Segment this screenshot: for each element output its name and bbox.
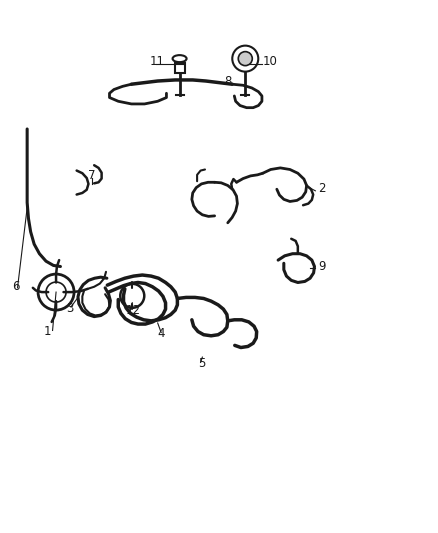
Text: 4: 4 bbox=[158, 327, 165, 340]
Text: 10: 10 bbox=[263, 55, 278, 68]
Text: 7: 7 bbox=[88, 169, 95, 182]
Text: 6: 6 bbox=[12, 280, 20, 293]
Bar bbox=[175, 63, 184, 72]
Text: 9: 9 bbox=[318, 260, 325, 273]
Text: 1: 1 bbox=[44, 325, 51, 338]
Text: 12: 12 bbox=[126, 304, 141, 317]
Text: 5: 5 bbox=[198, 357, 205, 370]
Text: 11: 11 bbox=[150, 55, 165, 68]
Text: 8: 8 bbox=[224, 75, 232, 87]
Text: 2: 2 bbox=[318, 182, 325, 195]
Text: 3: 3 bbox=[66, 302, 73, 314]
Circle shape bbox=[238, 52, 252, 66]
